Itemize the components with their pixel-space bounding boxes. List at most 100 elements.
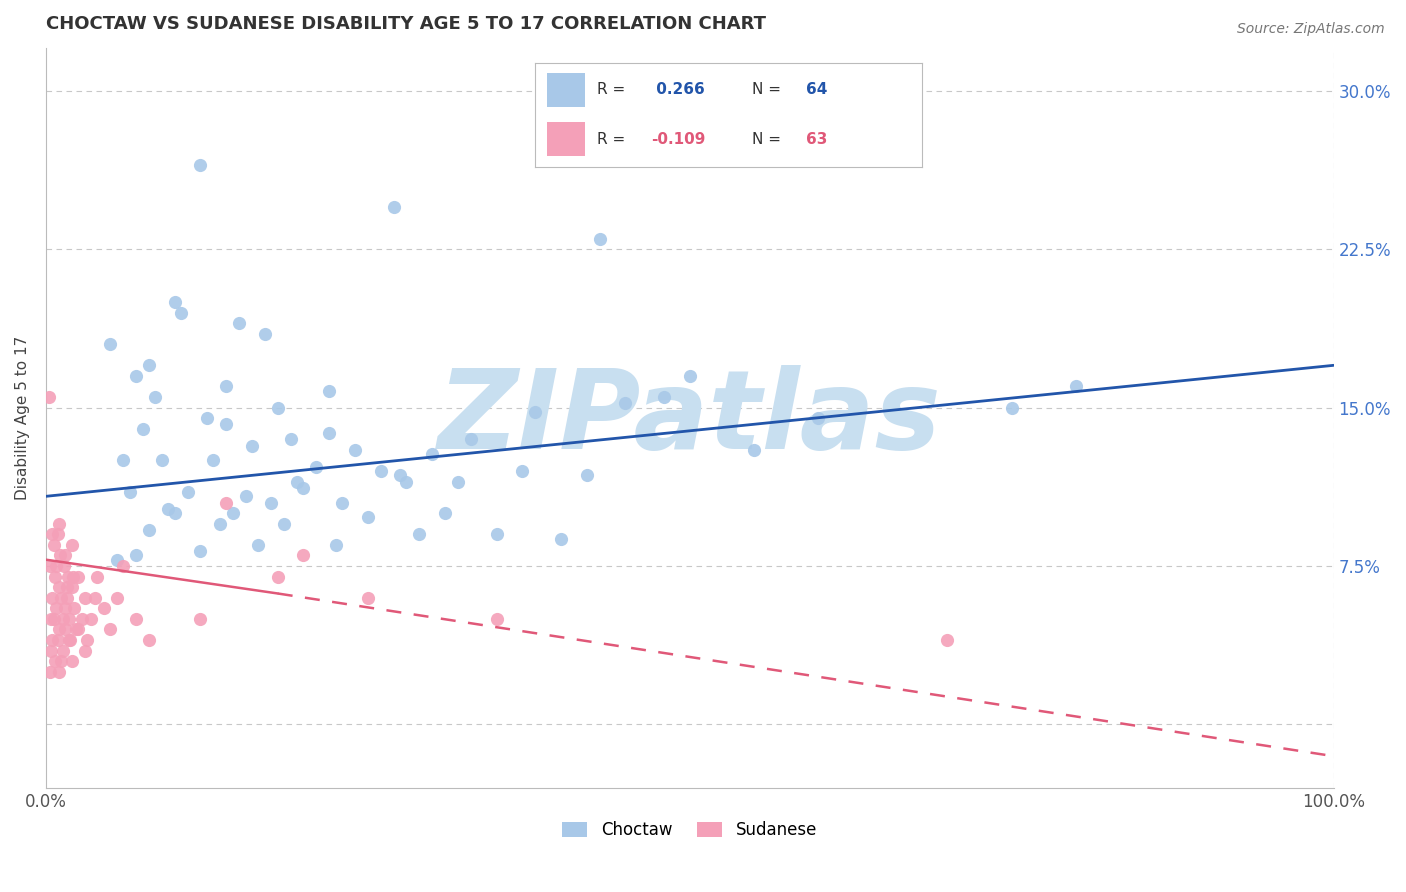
- Text: ZIPatlas: ZIPatlas: [437, 365, 942, 472]
- Point: [208, 516, 231, 531]
- Point: [48, 623, 70, 637]
- Point: [260, 496, 283, 510]
- Point: [742, 442, 765, 457]
- Point: [80, 612, 103, 626]
- Point: [138, 632, 160, 647]
- Point: [807, 411, 830, 425]
- Point: [460, 432, 482, 446]
- Point: [389, 468, 412, 483]
- Point: [76, 632, 98, 647]
- Point: [280, 432, 302, 446]
- Point: [51, 591, 73, 605]
- Point: [150, 453, 173, 467]
- Point: [588, 231, 610, 245]
- Point: [318, 425, 340, 440]
- Point: [370, 464, 392, 478]
- Point: [190, 158, 212, 172]
- Point: [253, 326, 276, 341]
- Point: [53, 623, 76, 637]
- Point: [1064, 379, 1087, 393]
- Point: [58, 632, 80, 647]
- Point: [83, 591, 105, 605]
- Point: [59, 632, 82, 647]
- Point: [112, 559, 135, 574]
- Point: [138, 359, 160, 373]
- Point: [221, 506, 243, 520]
- Point: [52, 643, 75, 657]
- Point: [105, 552, 128, 566]
- Point: [60, 538, 83, 552]
- Point: [176, 485, 198, 500]
- Point: [357, 591, 380, 605]
- Point: [267, 401, 290, 415]
- Point: [48, 665, 70, 679]
- Point: [485, 527, 508, 541]
- Point: [273, 516, 295, 531]
- Point: [240, 439, 263, 453]
- Point: [215, 379, 238, 393]
- Point: [73, 591, 96, 605]
- Point: [202, 453, 225, 467]
- Point: [42, 538, 65, 552]
- Point: [45, 559, 67, 574]
- Text: Source: ZipAtlas.com: Source: ZipAtlas.com: [1237, 22, 1385, 37]
- Point: [58, 612, 80, 626]
- Point: [46, 632, 69, 647]
- Point: [41, 632, 63, 647]
- Point: [48, 516, 70, 531]
- Point: [190, 612, 212, 626]
- Point: [575, 468, 598, 483]
- Point: [228, 316, 250, 330]
- Point: [60, 654, 83, 668]
- Point: [420, 447, 443, 461]
- Point: [138, 523, 160, 537]
- Point: [485, 612, 508, 626]
- Point: [41, 591, 63, 605]
- Point: [447, 475, 470, 489]
- Point: [157, 502, 180, 516]
- Point: [46, 527, 69, 541]
- Point: [614, 396, 637, 410]
- Point: [38, 390, 60, 404]
- Point: [125, 368, 148, 383]
- Point: [53, 549, 76, 563]
- Point: [125, 612, 148, 626]
- Point: [267, 569, 290, 583]
- Point: [70, 612, 93, 626]
- Point: [44, 654, 66, 668]
- Point: [112, 453, 135, 467]
- Point: [235, 489, 257, 503]
- Point: [48, 580, 70, 594]
- Legend: Choctaw, Sudanese: Choctaw, Sudanese: [555, 814, 824, 846]
- Point: [408, 527, 430, 541]
- Point: [52, 612, 75, 626]
- Point: [38, 559, 60, 574]
- Point: [325, 538, 347, 552]
- Point: [1001, 401, 1024, 415]
- Point: [39, 612, 62, 626]
- Point: [330, 496, 353, 510]
- Point: [53, 601, 76, 615]
- Point: [292, 549, 315, 563]
- Point: [60, 580, 83, 594]
- Point: [170, 305, 193, 319]
- Point: [67, 623, 90, 637]
- Point: [39, 643, 62, 657]
- Point: [512, 464, 534, 478]
- Point: [56, 569, 79, 583]
- Point: [51, 654, 73, 668]
- Point: [86, 569, 108, 583]
- Point: [195, 411, 218, 425]
- Point: [305, 459, 328, 474]
- Point: [382, 200, 405, 214]
- Point: [62, 569, 84, 583]
- Point: [93, 601, 115, 615]
- Point: [41, 527, 63, 541]
- Point: [343, 442, 366, 457]
- Point: [42, 612, 65, 626]
- Point: [49, 549, 72, 563]
- Point: [163, 295, 186, 310]
- Point: [163, 506, 186, 520]
- Point: [38, 665, 60, 679]
- Point: [105, 591, 128, 605]
